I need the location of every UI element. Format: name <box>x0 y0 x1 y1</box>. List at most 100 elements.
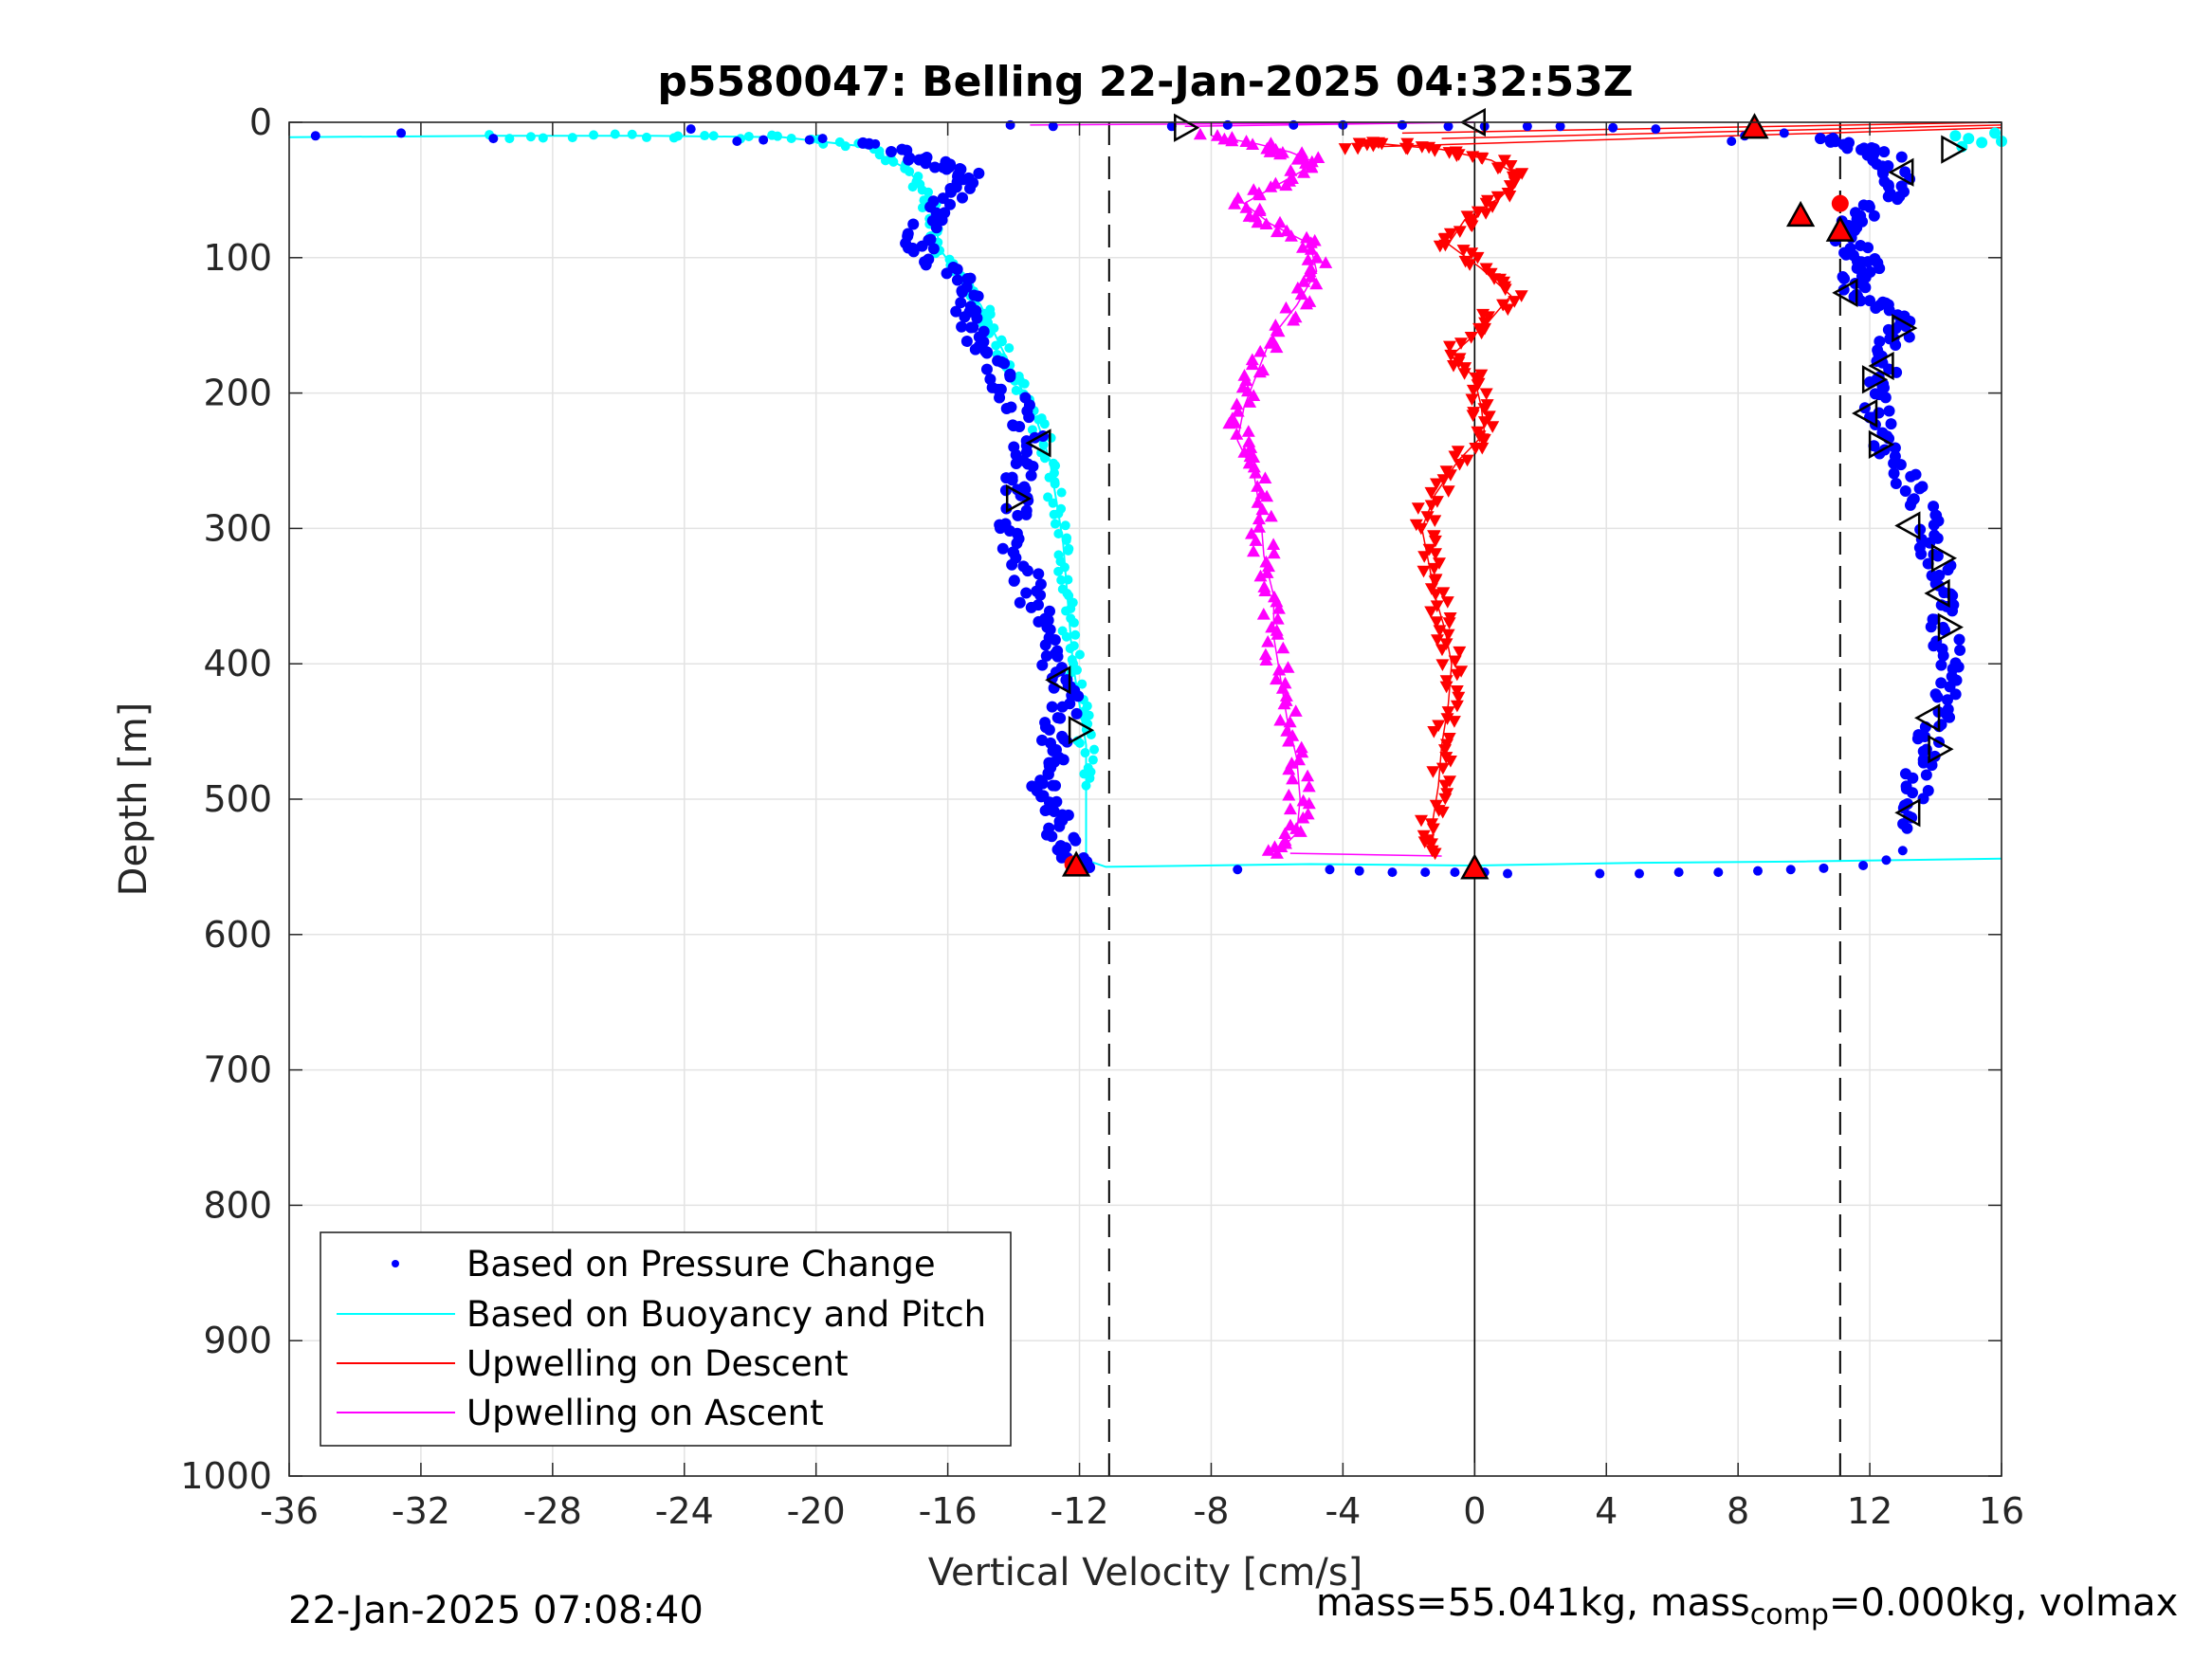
pressure-point <box>863 137 875 150</box>
ascent-point <box>1258 471 1272 483</box>
profile-markers <box>1005 107 1967 880</box>
x-tick-label: -8 <box>1194 1490 1230 1532</box>
pressure-point <box>1895 180 1908 192</box>
descent-point <box>1504 160 1518 173</box>
pressure-point <box>972 290 984 302</box>
ascent-point <box>1211 129 1224 141</box>
ascent-point <box>1287 313 1301 326</box>
ascent-point <box>1244 441 1258 453</box>
pressure-point <box>1837 270 1849 283</box>
pressure-point <box>969 343 981 356</box>
descent-point <box>1435 659 1450 671</box>
descent-point <box>1456 245 1471 257</box>
pressure-point <box>1651 124 1661 135</box>
ascent-point <box>1259 217 1273 229</box>
pressure-point <box>686 124 696 135</box>
pressure-point <box>1903 331 1915 343</box>
y-tick-label: 400 <box>203 643 272 684</box>
ascent-point <box>1263 337 1277 349</box>
buoyancy-point <box>888 156 899 167</box>
pressure-point <box>1935 677 1947 689</box>
pressure-point <box>950 305 962 318</box>
pressure-point <box>732 136 742 146</box>
series-points <box>310 119 2007 879</box>
x-tick-label: -16 <box>919 1490 978 1532</box>
pressure-point <box>1885 418 1897 430</box>
pressure-point <box>980 363 993 375</box>
pressure-point <box>1897 846 1908 856</box>
buoyancy-point <box>1053 529 1064 539</box>
pressure-point <box>1634 868 1644 879</box>
ascent-point <box>1284 229 1298 242</box>
ascent-point <box>1275 146 1289 158</box>
profile-marker-triangle <box>1005 483 1033 514</box>
pressure-point <box>1930 635 1943 647</box>
buoyancy-point <box>1089 744 1100 755</box>
pressure-point <box>1049 633 1061 646</box>
pressure-point <box>1935 659 1947 671</box>
ascent-point <box>1282 788 1296 801</box>
pressure-point <box>1928 548 1940 560</box>
y-tick-label: 300 <box>203 507 272 549</box>
ascent-point <box>1241 425 1255 437</box>
descent-point <box>1435 644 1449 657</box>
pressure-point <box>941 163 953 175</box>
pressure-point <box>1042 768 1054 780</box>
pressure-point <box>1903 811 1915 823</box>
descent-point <box>1464 332 1478 344</box>
pressure-point <box>1727 136 1737 146</box>
buoyancy-point <box>1061 631 1071 642</box>
buoyancy-point <box>1063 545 1073 556</box>
ascent-point <box>1261 844 1275 856</box>
descent-spike-line <box>1441 124 2002 139</box>
pressure-point <box>1039 805 1051 817</box>
buoyancy-point <box>1065 643 1075 653</box>
buoyancy-point <box>874 150 885 160</box>
buoyancy-point <box>1048 498 1058 508</box>
pressure-point <box>967 321 979 334</box>
ascent-point <box>1260 489 1274 502</box>
pressure-point <box>941 267 953 280</box>
y-tick-label: 1000 <box>180 1455 272 1497</box>
pressure-point <box>1046 701 1058 713</box>
pressure-point <box>998 357 1011 370</box>
pressure-point <box>907 246 920 258</box>
ascent-point <box>1260 566 1274 578</box>
buoyancy-point <box>1061 606 1071 616</box>
pressure-point <box>1752 866 1763 876</box>
pressure-point <box>1522 121 1532 132</box>
pressure-point <box>1673 867 1684 878</box>
descent-point <box>1352 137 1366 151</box>
buoyancy-point <box>1989 127 2002 139</box>
buoyancy-point <box>538 133 548 143</box>
buoyancy-point <box>1074 738 1085 748</box>
descent-spike-line <box>1401 121 2002 135</box>
ascent-point <box>1319 256 1333 268</box>
pressure-point <box>1023 411 1035 424</box>
descent-point <box>1457 368 1472 380</box>
descent-point <box>1450 685 1464 698</box>
ascent-point <box>1303 264 1317 278</box>
ascent-point <box>1251 215 1265 228</box>
profile-marker-triangle <box>1868 429 1895 460</box>
descent-point <box>1447 716 1461 728</box>
pressure-point <box>945 186 958 198</box>
buoyancy-point <box>743 131 754 141</box>
pressure-point <box>960 335 973 347</box>
pressure-point <box>920 259 932 271</box>
ascent-point <box>1225 134 1239 147</box>
pressure-point <box>1954 644 1966 656</box>
pressure-point <box>1814 133 1826 145</box>
ascent-point <box>1272 663 1287 676</box>
pressure-point <box>971 312 983 324</box>
ascent-point <box>1222 416 1236 429</box>
y-tick-label: 200 <box>203 373 272 414</box>
pressure-point <box>1876 427 1889 439</box>
pressure-point <box>1020 446 1033 458</box>
pressure-point <box>1054 712 1067 724</box>
pressure-point <box>1882 191 1894 203</box>
ascent-point <box>1302 796 1316 810</box>
descent-point <box>1428 535 1442 548</box>
pressure-point <box>929 161 941 173</box>
profile-marker-triangle <box>1930 543 1958 573</box>
